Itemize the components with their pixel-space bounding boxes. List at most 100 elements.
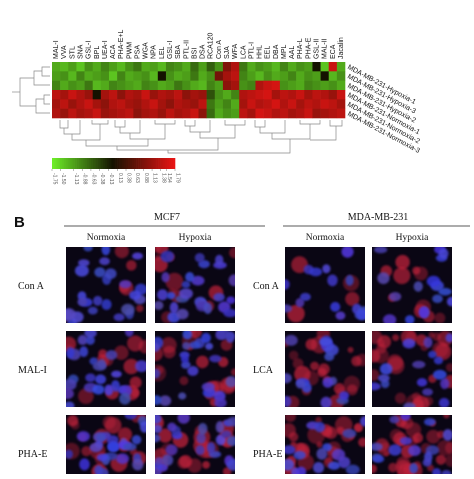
colorbar-segment [82,158,86,169]
condition-label: Normoxia [306,233,345,243]
heatmap: MAL-I VVA STL SNA GSL-I BPL UEA-I ACA PHA-E+L PWM… [52,30,421,155]
column-label: HHL [257,45,264,59]
membrane-stain [395,254,410,270]
heatmap-cell [117,80,126,91]
nucleus [309,267,323,277]
nucleus [356,309,365,321]
colorbar-segment [148,158,151,169]
heatmap-cell [157,108,167,119]
colorbar-segment [68,158,71,169]
nucleus [446,296,452,307]
membrane-stain [117,427,133,442]
colorbar-tick-label: 1.13 [152,173,158,183]
heatmap-cell [125,90,134,100]
heatmap-cell [247,80,256,91]
nucleus [203,302,213,314]
column-label: GSL-I [86,41,93,59]
heatmap-cell [92,80,102,91]
lectin-label: Con A [18,281,45,292]
colorbar-segment [136,158,139,169]
heatmap-cell [100,99,110,109]
column-label: Con A [216,40,223,59]
nucleus [119,280,132,289]
nucleus [388,444,402,456]
heatmap-cell [133,71,142,81]
colorbar-segment [123,158,127,169]
panel-b: B MCF7 Normoxia Hypoxia Con A MAL-I PHA-E MDA-M… [14,212,470,474]
membrane-stain [114,247,129,259]
heatmap-cell [304,99,313,109]
heatmap-cell [60,62,69,72]
nucleus [379,363,393,375]
nucleus [194,253,205,263]
nucleus [132,458,144,471]
colorbar-segment [111,158,114,169]
heatmap-cell [133,90,142,100]
heatmap-cell [149,108,159,119]
heatmap-cell [52,108,61,119]
nucleus [161,271,170,283]
colorbar-segment [62,158,65,169]
colorbar-segment [103,158,106,169]
nucleus [330,301,341,312]
heatmap-cell [174,80,183,91]
heatmap-cell [174,62,183,72]
column-label: RCA120 [208,32,215,59]
heatmap-cell [312,71,321,81]
heatmap-cell [320,90,330,100]
heatmap-cell [182,71,191,81]
column-label: PTL-I [248,42,255,59]
membrane-stain [202,460,210,469]
heatmap-cell [84,80,93,91]
heatmap-cell [288,80,297,91]
heatmap-cell [255,71,264,81]
nucleus [124,415,137,420]
heatmap-cell [231,62,240,72]
nucleus [440,378,450,390]
micrograph-content [155,331,235,407]
nucleus [416,378,428,387]
nucleus [402,338,416,349]
heatmap-cell [92,62,102,72]
heatmap-cell [255,99,264,109]
colorbar-segment [95,158,98,169]
heatmap-cell [76,71,85,81]
micrograph [155,415,235,474]
micrograph [155,331,235,407]
heatmap-cell [108,80,118,91]
nucleus [160,250,175,263]
colorbar-segment [162,158,166,169]
heatmap-cell [271,108,281,119]
micrograph-content [155,247,235,323]
nucleus [441,470,452,474]
membrane-stain [163,345,176,359]
column-label: PSA [134,45,141,59]
nucleus [316,448,328,460]
heatmap-cell [190,90,199,100]
column-label: STL [69,46,76,59]
column-label: SBA [175,45,182,59]
heatmap-cell [247,90,256,100]
colorbar-segment [134,158,137,169]
heatmap-cell [149,90,159,100]
colorbar-segment [166,158,170,169]
condition-label: Hypoxia [396,233,430,243]
column-label: PHA-L [297,38,304,59]
heatmap-cell [141,108,150,119]
colorbar-segment [164,158,168,169]
nucleus [422,388,433,396]
nucleus [79,458,90,471]
heatmap-cell [255,90,264,100]
column-label: UEA-I [102,40,109,59]
nucleus [377,374,390,383]
heatmap-cell [288,71,297,81]
heatmap-cell [84,108,93,119]
colorbar-segment [105,158,108,169]
heatmap-cell [320,62,330,72]
heatmap-cell [271,99,281,109]
heatmap-cell [68,80,77,91]
nucleus [314,421,326,433]
heatmap-cell [231,90,240,100]
heatmap-cell [125,62,134,72]
heatmap-cell [149,99,159,109]
